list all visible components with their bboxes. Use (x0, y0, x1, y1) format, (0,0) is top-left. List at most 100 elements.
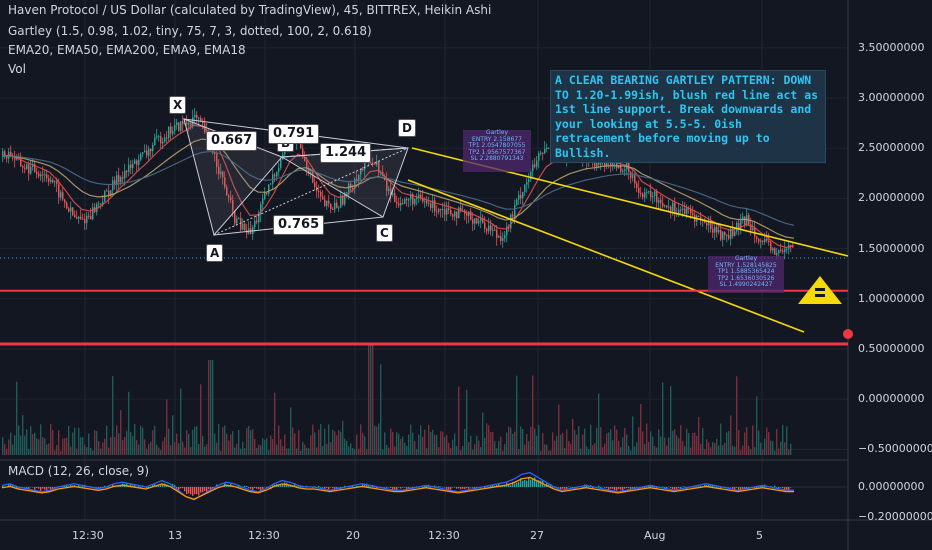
candle-body (54, 181, 56, 183)
volume-bar (592, 445, 594, 455)
macd-histogram-bar (38, 487, 40, 489)
macd-line (1, 471, 794, 501)
macd-histogram-bar (296, 486, 298, 487)
candle-body (76, 217, 78, 219)
macd-histogram-bar (444, 487, 446, 488)
volume-bar (116, 425, 118, 455)
volume-bar (196, 426, 198, 455)
candle-body (476, 218, 478, 224)
candle-body (528, 179, 530, 183)
candle-body (144, 150, 146, 153)
volume-bar (382, 449, 384, 455)
macd-tick-label: 0.00000000 (858, 480, 925, 493)
volume-bar (138, 444, 140, 455)
ratio-bd-label: 1.244 (320, 143, 372, 163)
macd-histogram-bar (756, 487, 758, 489)
volume-bar (188, 433, 190, 455)
macd-histogram-bar (214, 487, 216, 490)
volume-bar (434, 434, 436, 455)
candle-body (142, 152, 144, 154)
candle-body (82, 218, 84, 220)
volume-bar (412, 432, 414, 455)
volume-bar (652, 436, 654, 455)
macd-histogram-bar (260, 487, 262, 491)
candle-body (446, 208, 448, 215)
volume-bar (232, 431, 234, 455)
macd-signal-line (1, 476, 794, 500)
candle-body (548, 147, 550, 149)
macd-indicator-label[interactable]: MACD (12, 26, close, 9) (8, 464, 150, 478)
volume-bar (312, 424, 314, 455)
macd-histogram-bar (278, 484, 280, 487)
volume-bar (370, 345, 372, 455)
candle-body (678, 209, 680, 214)
macd-histogram-bar (476, 487, 478, 488)
volume-bar (722, 445, 724, 455)
candle-body (616, 161, 618, 169)
volume-bar (4, 444, 6, 455)
macd-histogram-bar (450, 487, 452, 490)
candle-body (62, 192, 64, 200)
volume-bar (224, 425, 226, 455)
volume-bar (480, 447, 482, 455)
candle-body (12, 156, 14, 158)
candle-body (236, 218, 238, 224)
volume-bar (512, 433, 514, 455)
volume-bar (470, 435, 472, 455)
ema-indicator-label[interactable]: EMA20, EMA50, EMA200, EMA9, EMA18 (8, 43, 246, 57)
volume-bar (580, 448, 582, 455)
macd-histogram-bar (370, 486, 372, 488)
candle-body (38, 173, 40, 177)
macd-histogram-bar (708, 483, 710, 487)
candle-body (226, 187, 228, 196)
volume-bar (422, 436, 424, 455)
macd-histogram-bar (158, 484, 160, 487)
macd-histogram-bar (2, 485, 4, 487)
volume-bar (404, 442, 406, 455)
annotation-note[interactable]: A CLEAR BEARING GARTLEY PATTERN: DOWN TO… (550, 70, 826, 163)
candle-body (644, 192, 646, 198)
macd-histogram-bar (386, 487, 388, 488)
gartley-indicator-label[interactable]: Gartley (1.5, 0.98, 1.02, tiny, 75, 7, 3… (8, 24, 372, 38)
candle-body (504, 235, 506, 239)
candle-body (354, 178, 356, 189)
candle-body (318, 191, 320, 193)
volume-bar (558, 404, 560, 455)
volume-bar (616, 429, 618, 455)
candle-body (510, 214, 512, 229)
volume-bar (318, 429, 320, 455)
candle-body (790, 245, 792, 247)
candle-body (410, 194, 412, 200)
macd-histogram-bar (178, 487, 180, 491)
macd-histogram-bar (672, 487, 674, 490)
macd-histogram-bar (774, 485, 776, 487)
volume-bar (298, 430, 300, 455)
candle-body (664, 205, 666, 207)
volume-bar (490, 432, 492, 455)
volume-bar (268, 450, 270, 455)
macd-histogram-bar (328, 487, 330, 490)
volume-bar (724, 442, 726, 455)
volume-bar (30, 426, 32, 455)
volume-bar (662, 382, 664, 455)
candle-body (120, 177, 122, 183)
candle-body (684, 208, 686, 214)
macd-histogram-bar (228, 485, 230, 487)
volume-bar (638, 427, 640, 455)
volume-bar (668, 437, 670, 455)
macd-histogram-bar (448, 487, 450, 491)
candle-body (90, 216, 92, 220)
volume-indicator-label[interactable]: Vol (8, 62, 26, 76)
candle-body (314, 182, 316, 188)
volume-bar (516, 375, 518, 455)
macd-histogram-bar (790, 487, 792, 488)
candle-body (332, 208, 334, 210)
candle-body (668, 206, 670, 208)
volume-bar (158, 447, 160, 455)
macd-histogram-bar (540, 480, 542, 487)
volume-bar (488, 425, 490, 455)
candle-body (682, 208, 684, 210)
macd-histogram-bar (24, 487, 26, 488)
macd-histogram-bar (256, 487, 258, 489)
